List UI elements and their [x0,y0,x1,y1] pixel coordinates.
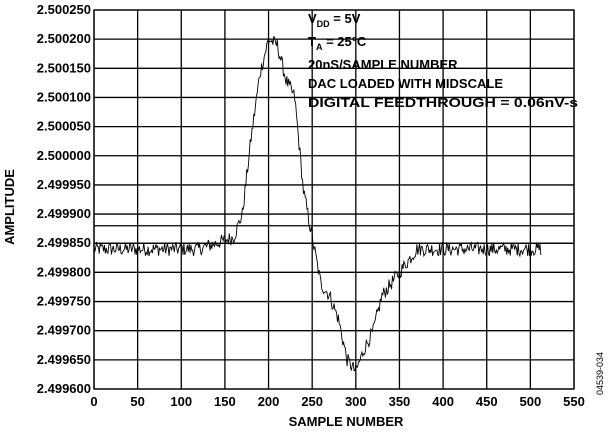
y-tick-label: 2.500250 [37,2,91,17]
annotation-ta-rest: = 25°C [322,34,366,49]
y-tick-label: 2.500150 [37,60,91,75]
x-tick-label: 350 [389,394,411,409]
annotation-block: VDD = 5V TA = 25°C 20nS/SAMPLE NUMBER DA… [308,11,578,110]
y-tick-label: 2.499950 [37,177,91,192]
y-tick-label: 2.499850 [37,235,91,250]
y-tick-label: 2.499800 [37,264,91,279]
y-tick-label: 2.499600 [37,381,91,396]
y-tick-label: 2.500100 [37,89,91,104]
x-tick-label: 50 [130,394,144,409]
y-tick-label: 2.499700 [37,323,91,338]
annotation-vdd-main: V [308,11,317,26]
x-tick-label: 500 [520,394,542,409]
y-tick-label: 2.500200 [37,31,91,46]
annotation-vdd-sub: DD [317,19,330,29]
annotation-vdd-rest: = 5V [330,11,361,26]
annotation-ta-sub: A [316,42,323,52]
y-tick-label: 2.499750 [37,294,91,309]
annotation-dac-state: DAC LOADED WITH MIDSCALE [308,76,503,91]
y-tick-labels: 2.499600 2.499650 2.499700 2.499750 2.499800… [37,2,91,396]
annotation-feedthrough: DIGITAL FEEDTHROUGH = 0.06nV-s [308,95,578,110]
x-tick-label: 100 [170,394,192,409]
y-axis-title: AMPLITUDE [2,169,17,245]
x-tick-label: 150 [214,394,236,409]
annotation-ta: TA = 25°C [308,34,367,52]
x-tick-label: 400 [432,394,454,409]
annotation-ta-main: T [308,34,316,49]
x-tick-label: 550 [563,394,585,409]
x-tick-label: 300 [345,394,367,409]
x-tick-label: 0 [90,394,97,409]
series-line [93,35,542,372]
x-tick-labels: 0 50 100 150 200 250 300 350 400 450 500 550 [90,394,584,409]
x-tick-label: 450 [476,394,498,409]
x-axis-title: SAMPLE NUMBER [289,414,404,429]
annotation-sample-rate: 20nS/SAMPLE NUMBER [308,57,458,72]
y-tick-label: 2.500050 [37,119,91,134]
y-tick-label: 2.499900 [37,206,91,221]
x-tick-label: 250 [301,394,323,409]
plot-area-frame [93,9,575,390]
y-tick-label: 2.500000 [37,148,91,163]
figure-id: 04539-034 [595,352,605,395]
annotation-vdd: VDD = 5V [308,11,361,29]
x-tick-label: 200 [258,394,280,409]
y-tick-label: 2.499650 [37,352,91,367]
